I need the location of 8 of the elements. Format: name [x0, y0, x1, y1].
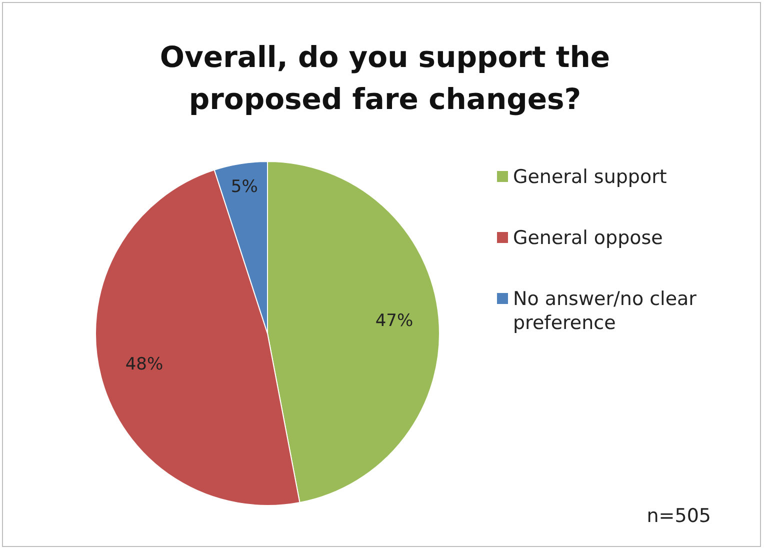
chart-title: Overall, do you support the proposed fare changes? — [158, 39, 612, 118]
legend-label: General support — [513, 165, 668, 189]
text: n=505 — [646, 505, 711, 527]
legend-label: General oppose — [513, 226, 664, 250]
legend-label: No answer/no clear preference — [513, 287, 698, 335]
data-label: 5% — [230, 176, 258, 197]
data-label: 48% — [125, 354, 164, 375]
data-label: 47% — [375, 310, 414, 331]
